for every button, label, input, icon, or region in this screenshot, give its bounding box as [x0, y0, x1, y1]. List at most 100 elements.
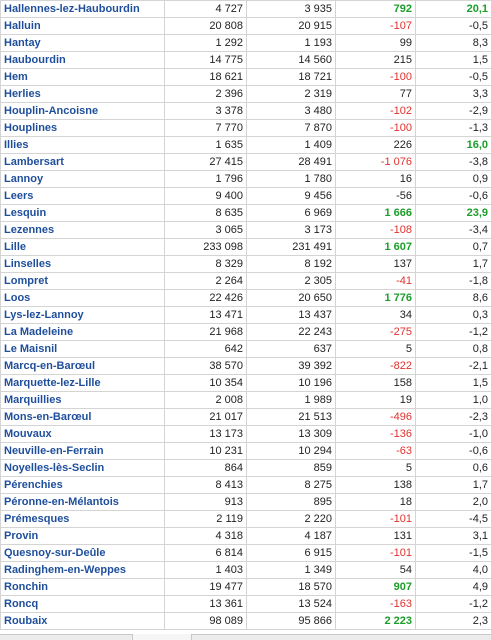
commune-link[interactable]: Marcq-en-Barœul [0, 357, 165, 375]
table-row: Houplines 7 770 7 870 -100 -1,3 [0, 119, 491, 137]
commune-link[interactable]: Hem [0, 68, 165, 86]
commune-link[interactable]: Noyelles-lès-Seclin [0, 459, 165, 477]
table-row: Lille 233 098 231 491 1 607 0,7 [0, 238, 491, 256]
commune-link[interactable]: Le Maisnil [0, 340, 165, 358]
population-recent-cell: 38 570 [164, 357, 247, 375]
percent-change-cell: 0,3 [415, 306, 491, 324]
population-recent-cell: 913 [164, 493, 247, 511]
commune-link[interactable]: Illies [0, 136, 165, 154]
population-change-cell: 158 [335, 374, 416, 392]
commune-link[interactable]: Linselles [0, 255, 165, 273]
population-recent-cell: 233 098 [164, 238, 247, 256]
percent-change-cell: -2,9 [415, 102, 491, 120]
population-previous-cell: 231 491 [246, 238, 336, 256]
commune-link[interactable]: Radinghem-en-Weppes [0, 561, 165, 579]
table-row: Péronne-en-Mélantois 913 895 18 2,0 [0, 493, 491, 511]
table-row: Mons-en-Barœul 21 017 21 513 -496 -2,3 [0, 408, 491, 426]
population-previous-cell: 1 193 [246, 34, 336, 52]
percent-change-cell: 1,7 [415, 476, 491, 494]
table-row: Marquillies 2 008 1 989 19 1,0 [0, 391, 491, 409]
population-previous-cell: 20 915 [246, 17, 336, 35]
sheet-tab[interactable] [132, 634, 192, 640]
percent-change-cell: 3,1 [415, 527, 491, 545]
percent-change-cell: -0,6 [415, 187, 491, 205]
commune-link[interactable]: Pérenchies [0, 476, 165, 494]
commune-link[interactable]: Lille [0, 238, 165, 256]
commune-link[interactable]: Hantay [0, 34, 165, 52]
percent-change-cell: -2,1 [415, 357, 491, 375]
commune-link[interactable]: Houplines [0, 119, 165, 137]
percent-change-cell: 2,0 [415, 493, 491, 511]
table-row: Lezennes 3 065 3 173 -108 -3,4 [0, 221, 491, 239]
commune-link[interactable]: Lompret [0, 272, 165, 290]
population-recent-cell: 7 770 [164, 119, 247, 137]
commune-link[interactable]: Houplin-Ancoisne [0, 102, 165, 120]
population-recent-cell: 1 635 [164, 136, 247, 154]
population-change-cell: 226 [335, 136, 416, 154]
population-previous-cell: 22 243 [246, 323, 336, 341]
population-change-cell: 34 [335, 306, 416, 324]
commune-link[interactable]: Roncq [0, 595, 165, 613]
commune-link[interactable]: Quesnoy-sur-Deûle [0, 544, 165, 562]
commune-link[interactable]: Provin [0, 527, 165, 545]
population-change-cell: -108 [335, 221, 416, 239]
table-row: La Madeleine 21 968 22 243 -275 -1,2 [0, 323, 491, 341]
commune-link[interactable]: Herlies [0, 85, 165, 103]
percent-change-cell: 0,9 [415, 170, 491, 188]
population-change-cell: 77 [335, 85, 416, 103]
commune-link[interactable]: Neuville-en-Ferrain [0, 442, 165, 460]
population-recent-cell: 8 329 [164, 255, 247, 273]
population-previous-cell: 6 969 [246, 204, 336, 222]
commune-link[interactable]: Mouvaux [0, 425, 165, 443]
horizontal-scrollbar[interactable] [0, 634, 491, 640]
population-change-cell: 792 [335, 0, 416, 18]
population-change-cell: -822 [335, 357, 416, 375]
percent-change-cell: 1,5 [415, 374, 491, 392]
commune-link[interactable]: Roubaix [0, 612, 165, 630]
table-row: Ronchin 19 477 18 570 907 4,9 [0, 578, 491, 596]
table-row: Lambersart 27 415 28 491 -1 076 -3,8 [0, 153, 491, 171]
population-change-cell: 907 [335, 578, 416, 596]
commune-link[interactable]: Lambersart [0, 153, 165, 171]
table-row: Hantay 1 292 1 193 99 8,3 [0, 34, 491, 52]
population-change-cell: 99 [335, 34, 416, 52]
table-row: Houplin-Ancoisne 3 378 3 480 -102 -2,9 [0, 102, 491, 120]
commune-link[interactable]: Marquillies [0, 391, 165, 409]
percent-change-cell: 8,6 [415, 289, 491, 307]
commune-link[interactable]: Ronchin [0, 578, 165, 596]
population-previous-cell: 8 192 [246, 255, 336, 273]
commune-link[interactable]: La Madeleine [0, 323, 165, 341]
commune-link[interactable]: Mons-en-Barœul [0, 408, 165, 426]
population-previous-cell: 1 989 [246, 391, 336, 409]
population-change-cell: -275 [335, 323, 416, 341]
commune-link[interactable]: Péronne-en-Mélantois [0, 493, 165, 511]
table-row: Linselles 8 329 8 192 137 1,7 [0, 255, 491, 273]
commune-link[interactable]: Halluin [0, 17, 165, 35]
commune-link[interactable]: Leers [0, 187, 165, 205]
population-change-cell: 137 [335, 255, 416, 273]
commune-link[interactable]: Lesquin [0, 204, 165, 222]
commune-link[interactable]: Hallennes-lez-Haubourdin [0, 0, 165, 18]
population-recent-cell: 2 264 [164, 272, 247, 290]
population-recent-cell: 19 477 [164, 578, 247, 596]
commune-link[interactable]: Haubourdin [0, 51, 165, 69]
commune-link[interactable]: Lezennes [0, 221, 165, 239]
table-row: Hallennes-lez-Haubourdin 4 727 3 935 792 20,… [0, 0, 491, 18]
population-change-cell: -41 [335, 272, 416, 290]
population-recent-cell: 642 [164, 340, 247, 358]
population-previous-cell: 28 491 [246, 153, 336, 171]
commune-link[interactable]: Lannoy [0, 170, 165, 188]
commune-link[interactable]: Prémesques [0, 510, 165, 528]
commune-link[interactable]: Lys-lez-Lannoy [0, 306, 165, 324]
population-change-cell: 1 666 [335, 204, 416, 222]
table-row: Le Maisnil 642 637 5 0,8 [0, 340, 491, 358]
commune-link[interactable]: Loos [0, 289, 165, 307]
commune-link[interactable]: Marquette-lez-Lille [0, 374, 165, 392]
percent-change-cell: 16,0 [415, 136, 491, 154]
percent-change-cell: 3,3 [415, 85, 491, 103]
population-change-cell: 54 [335, 561, 416, 579]
population-previous-cell: 1 409 [246, 136, 336, 154]
population-previous-cell: 10 196 [246, 374, 336, 392]
population-previous-cell: 2 220 [246, 510, 336, 528]
